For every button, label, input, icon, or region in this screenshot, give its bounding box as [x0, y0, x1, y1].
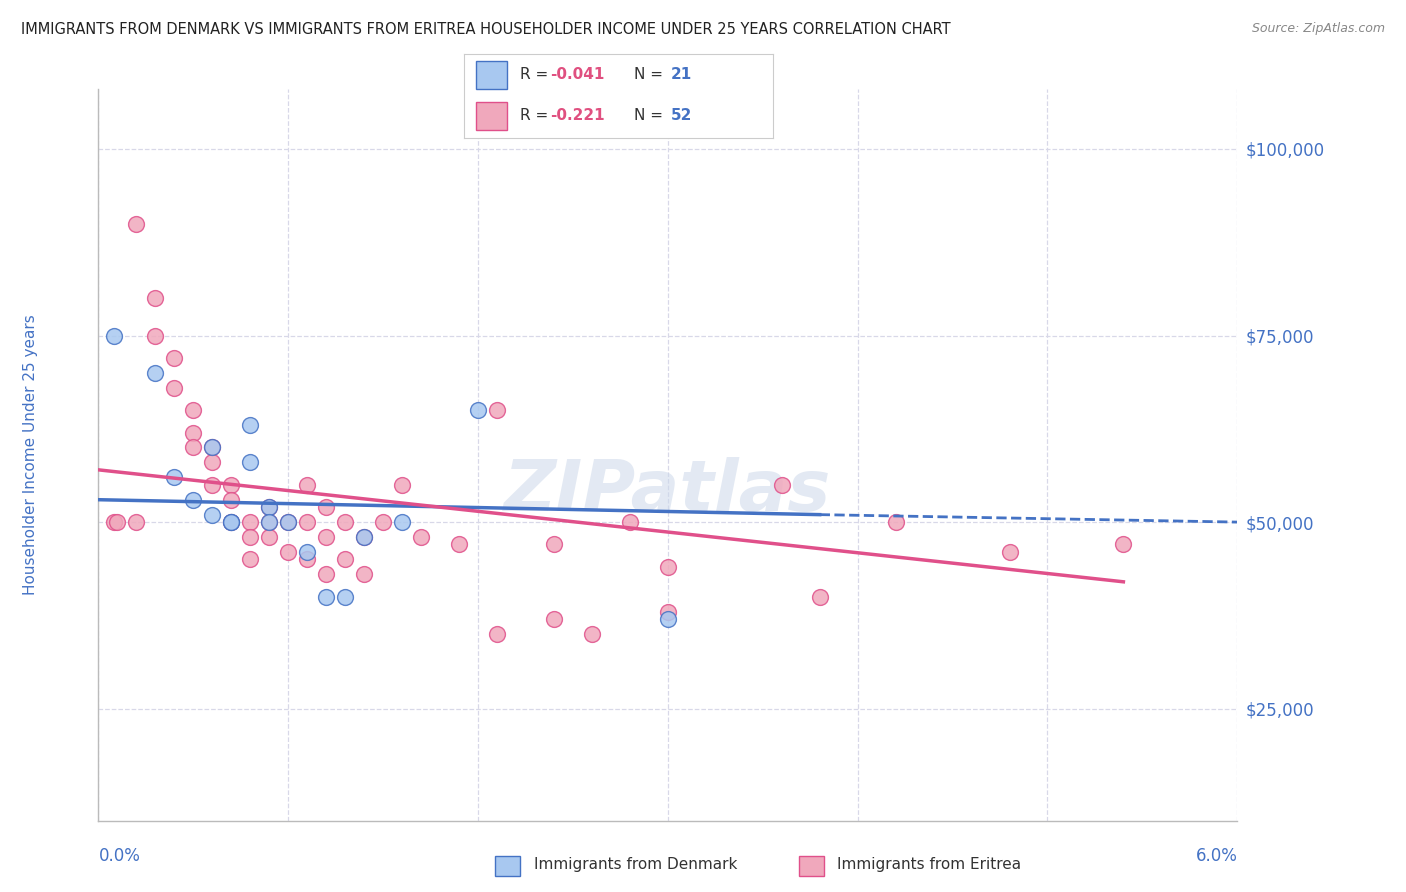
Point — [183, 403, 205, 417]
Point — [353, 567, 375, 582]
Point — [183, 492, 205, 507]
Text: -0.221: -0.221 — [551, 108, 605, 123]
Point — [201, 508, 224, 522]
Bar — [477, 102, 508, 130]
Point — [103, 515, 125, 529]
Text: 0.0%: 0.0% — [98, 847, 141, 864]
Point — [163, 470, 186, 484]
Point — [145, 291, 167, 305]
Point — [183, 441, 205, 455]
Point — [770, 477, 793, 491]
Point — [315, 590, 337, 604]
Point — [808, 851, 831, 865]
Text: R =: R = — [520, 67, 553, 82]
Text: 21: 21 — [671, 67, 693, 82]
Text: 52: 52 — [671, 108, 693, 123]
Point — [619, 515, 641, 529]
Point — [353, 530, 375, 544]
Point — [297, 477, 319, 491]
Text: R =: R = — [520, 108, 553, 123]
Point — [239, 515, 262, 529]
Point — [411, 530, 433, 544]
Point — [315, 500, 337, 515]
Point — [543, 612, 565, 626]
Point — [1112, 537, 1135, 551]
Point — [201, 477, 224, 491]
Point — [449, 537, 471, 551]
Point — [391, 515, 413, 529]
Point — [201, 441, 224, 455]
Point — [183, 425, 205, 440]
Point — [239, 530, 262, 544]
Point — [259, 530, 281, 544]
Point — [259, 500, 281, 515]
Text: Immigrants from Eritrea: Immigrants from Eritrea — [837, 857, 1021, 872]
Text: ZIPatlas: ZIPatlas — [505, 457, 831, 526]
Point — [239, 418, 262, 433]
Point — [315, 530, 337, 544]
Point — [808, 590, 831, 604]
Point — [371, 515, 394, 529]
Point — [103, 328, 125, 343]
Point — [297, 545, 319, 559]
Point — [221, 515, 243, 529]
Point — [391, 477, 413, 491]
Bar — [477, 62, 508, 89]
Text: N =: N = — [634, 67, 668, 82]
Point — [297, 515, 319, 529]
Point — [657, 612, 679, 626]
Point — [277, 545, 299, 559]
Point — [107, 515, 129, 529]
Text: 6.0%: 6.0% — [1195, 847, 1237, 864]
Point — [998, 545, 1021, 559]
Point — [163, 351, 186, 365]
Point — [145, 328, 167, 343]
Point — [884, 515, 907, 529]
Text: IMMIGRANTS FROM DENMARK VS IMMIGRANTS FROM ERITREA HOUSEHOLDER INCOME UNDER 25 Y: IMMIGRANTS FROM DENMARK VS IMMIGRANTS FR… — [21, 22, 950, 37]
Point — [221, 515, 243, 529]
Point — [259, 500, 281, 515]
Point — [145, 366, 167, 380]
Text: N =: N = — [634, 108, 668, 123]
Point — [239, 552, 262, 566]
Point — [335, 552, 357, 566]
Point — [221, 492, 243, 507]
Point — [201, 441, 224, 455]
Text: Source: ZipAtlas.com: Source: ZipAtlas.com — [1251, 22, 1385, 36]
Point — [259, 515, 281, 529]
Point — [125, 515, 148, 529]
Point — [221, 515, 243, 529]
Point — [259, 515, 281, 529]
Point — [125, 217, 148, 231]
Point — [163, 381, 186, 395]
Point — [335, 590, 357, 604]
Point — [353, 530, 375, 544]
Point — [297, 552, 319, 566]
Point — [486, 627, 509, 641]
Point — [657, 560, 679, 574]
Point — [277, 515, 299, 529]
Text: Householder Income Under 25 years: Householder Income Under 25 years — [22, 315, 38, 595]
Point — [221, 477, 243, 491]
Text: Immigrants from Denmark: Immigrants from Denmark — [534, 857, 738, 872]
Point — [543, 537, 565, 551]
Point — [315, 567, 337, 582]
Point — [657, 605, 679, 619]
Point — [486, 403, 509, 417]
Point — [277, 515, 299, 529]
Point — [335, 515, 357, 529]
Point — [581, 627, 603, 641]
Point — [239, 455, 262, 469]
Point — [467, 403, 489, 417]
Point — [201, 455, 224, 469]
Text: -0.041: -0.041 — [551, 67, 605, 82]
